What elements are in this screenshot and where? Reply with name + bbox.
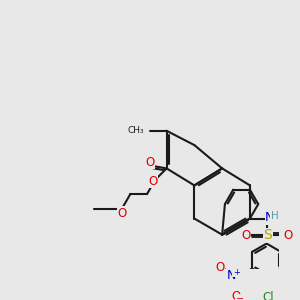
Text: O: O (117, 207, 127, 220)
Text: O: O (283, 229, 292, 242)
Text: N: N (227, 269, 236, 282)
Text: O: O (232, 290, 241, 300)
Text: O: O (215, 261, 224, 274)
Text: O: O (148, 175, 157, 188)
Text: −: − (236, 294, 244, 300)
Text: O: O (241, 229, 250, 242)
Text: S: S (263, 228, 272, 242)
Text: N: N (265, 211, 274, 224)
Text: H: H (271, 212, 278, 221)
Text: CH₃: CH₃ (128, 126, 144, 135)
Text: O: O (145, 156, 154, 169)
Text: +: + (233, 268, 239, 277)
Text: Cl: Cl (262, 291, 274, 300)
